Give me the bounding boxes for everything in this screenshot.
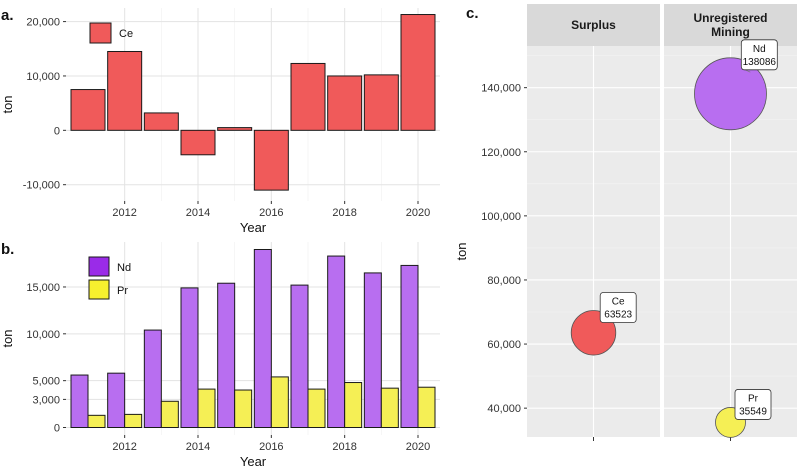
bar-pr-2011 xyxy=(87,414,106,429)
bar-pr-2016 xyxy=(270,376,289,429)
y-tick-label: 5,000 xyxy=(32,376,60,388)
bar-pr-2013 xyxy=(160,400,179,429)
bar-nd-2018 xyxy=(327,255,346,429)
legend-b: Nd Pr xyxy=(88,256,131,300)
bar-pr-2020 xyxy=(417,386,436,429)
x-tick-label: 2016 xyxy=(259,207,283,219)
y-axis-title: ton xyxy=(0,95,15,113)
bar-ce-2019 xyxy=(363,74,399,131)
label-box xyxy=(734,389,772,420)
facet-0: Surplus xyxy=(527,4,660,441)
y-tick-label: 120,000 xyxy=(481,147,521,159)
y-tick-label: 80,000 xyxy=(487,275,521,287)
y-tick-label: 10,000 xyxy=(26,71,60,83)
x-tick-label: 2020 xyxy=(406,441,430,453)
x-tick-label: 2020 xyxy=(406,207,430,219)
x-tick-label: 2016 xyxy=(259,441,283,453)
x-tick-label: 2018 xyxy=(332,441,356,453)
label-element: Pr xyxy=(748,393,759,404)
bar-ce-2011 xyxy=(70,89,106,131)
bubble-label-pr: Pr 35549 xyxy=(734,389,772,420)
facet-strip xyxy=(527,4,660,46)
bar-nd-2019 xyxy=(363,272,382,429)
legend-label-ce: Ce xyxy=(119,28,133,40)
bar-nd-2014 xyxy=(180,287,199,429)
legend-key-ce xyxy=(89,22,112,44)
label-element: Nd xyxy=(753,44,766,55)
bar-pr-2015 xyxy=(234,389,253,429)
x-axis-title: Year xyxy=(240,220,267,235)
legend-label-pr: Pr xyxy=(117,285,128,297)
bar-pr-2017 xyxy=(307,388,326,429)
y-tick-label: 0 xyxy=(54,423,60,435)
label-value: 63523 xyxy=(604,309,632,320)
x-tick-label: 2014 xyxy=(186,207,210,219)
y-tick-label: 10,000 xyxy=(26,329,60,341)
bar-ce-2018 xyxy=(327,75,363,131)
panel-c-letter: c. xyxy=(466,5,479,22)
y-tick-label: 100,000 xyxy=(481,211,521,223)
y-tick-label: 3,000 xyxy=(32,394,60,406)
label-value: 138086 xyxy=(743,57,777,68)
legend-key-nd xyxy=(88,256,110,277)
label-value: 35549 xyxy=(739,406,767,417)
panel-b: 0 3,000 5,000 10,000 15,000 2012 2014 2016 2018 2… xyxy=(0,241,440,469)
bar-pr-2019 xyxy=(380,387,399,429)
y-axis-title: ton xyxy=(0,329,15,347)
panel-b-letter: b. xyxy=(1,241,14,258)
facet-strip-label: Unregistered xyxy=(693,11,767,25)
bar-ce-2017 xyxy=(290,62,326,131)
bubble-label-nd: Nd 138086 xyxy=(740,39,778,73)
x-tick-label: 2012 xyxy=(112,441,136,453)
y-tick-label: 0 xyxy=(54,125,60,137)
x-tick-label: 2012 xyxy=(112,207,136,219)
facet-strip-label: Mining xyxy=(711,25,750,39)
y-axis-title: ton xyxy=(454,242,469,260)
legend-a: Ce xyxy=(89,22,133,44)
bar-ce-2013 xyxy=(143,112,179,131)
bar-ce-2020 xyxy=(400,14,436,131)
label-element: Ce xyxy=(612,296,625,307)
bar-ce-2016 xyxy=(253,129,289,191)
panel-a-letter: a. xyxy=(1,7,14,24)
bar-nd-2012 xyxy=(107,372,126,429)
bar-nd-2016 xyxy=(253,248,272,429)
bar-ce-2015 xyxy=(217,127,253,131)
bar-nd-2011 xyxy=(70,374,89,429)
bar-ce-2014 xyxy=(180,129,216,156)
x-tick-label: 2014 xyxy=(186,441,210,453)
bar-nd-2015 xyxy=(217,282,236,429)
label-box xyxy=(740,39,778,71)
facet-strip xyxy=(664,4,797,46)
y-tick-label: 140,000 xyxy=(481,83,521,95)
bar-nd-2013 xyxy=(143,329,162,429)
y-tick-label: 40,000 xyxy=(487,403,521,415)
y-tick-label: -10,000 xyxy=(23,180,60,192)
facet-strip-label: Surplus xyxy=(571,18,616,32)
panel-a: -10,000 0 10,000 20,000 2012 2014 2016 2018 2020… xyxy=(0,7,440,235)
label-box xyxy=(599,292,637,323)
bar-pr-2014 xyxy=(197,388,216,429)
y-tick-label: 20,000 xyxy=(26,17,60,29)
legend-key-pr xyxy=(88,279,110,300)
bar-nd-2020 xyxy=(400,264,419,429)
y-tick-label: 15,000 xyxy=(26,282,60,294)
bar-pr-2018 xyxy=(344,382,363,429)
bubble-nd xyxy=(694,57,767,131)
bar-pr-2012 xyxy=(124,413,143,429)
bubble-label-ce: Ce 63523 xyxy=(599,292,637,323)
y-tick-label: 60,000 xyxy=(487,339,521,351)
x-tick-label: 2018 xyxy=(332,207,356,219)
x-axis-title: Year xyxy=(240,454,267,469)
legend-label-nd: Nd xyxy=(117,262,131,274)
bar-ce-2012 xyxy=(107,50,143,131)
bar-nd-2017 xyxy=(290,284,309,429)
